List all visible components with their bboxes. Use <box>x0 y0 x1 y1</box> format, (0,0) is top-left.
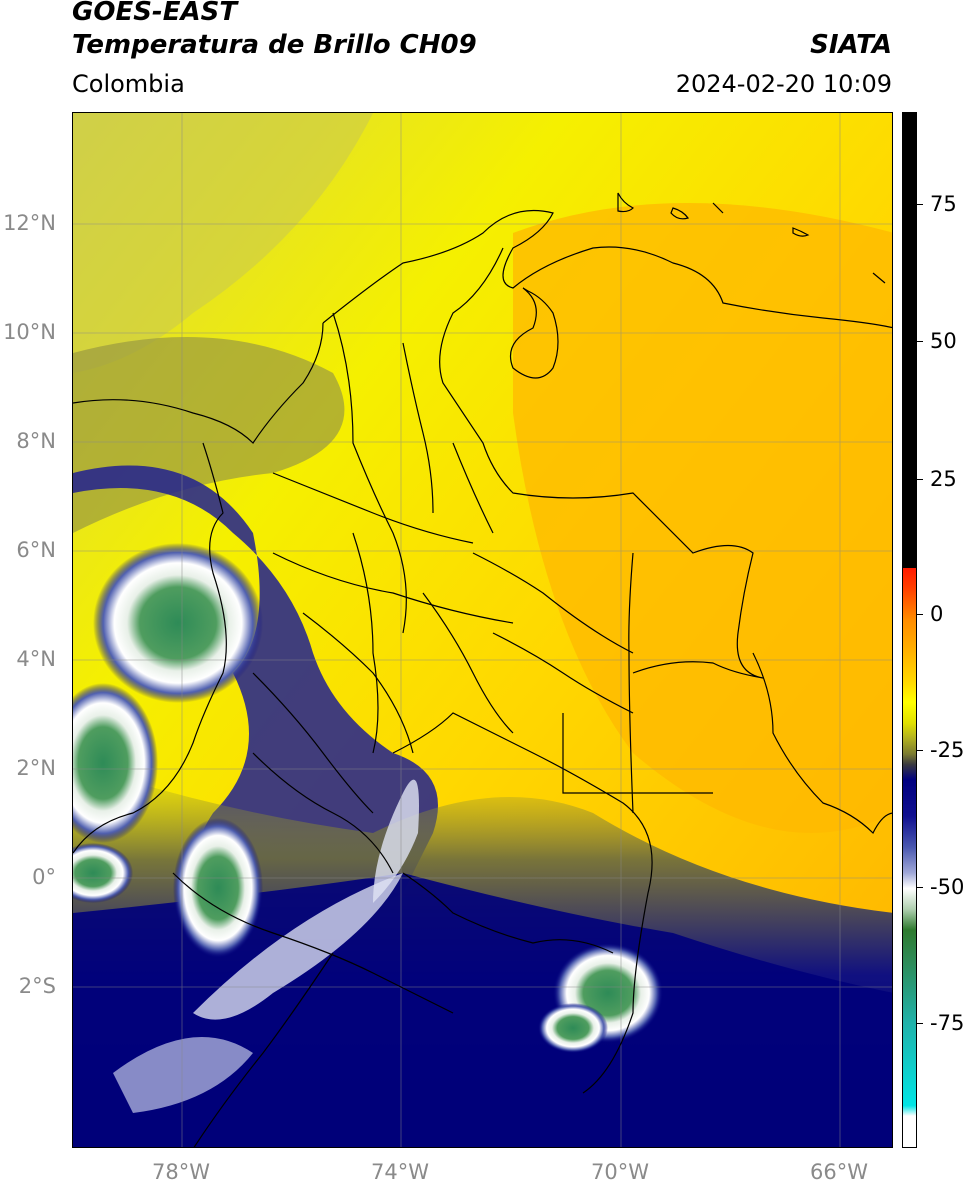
colorbar <box>902 112 917 1148</box>
datetime-label: 2024-02-20 10:09 <box>675 70 892 98</box>
lat-label-10N: 10°N <box>3 320 56 344</box>
lon-label-70W: 70°W <box>591 1160 649 1184</box>
colorbar-label-0: 0 <box>930 602 944 626</box>
lat-label-12N: 12°N <box>3 211 56 235</box>
lat-label-6N: 6°N <box>16 538 56 562</box>
lon-label-74W: 74°W <box>371 1160 429 1184</box>
lon-label-78W: 78°W <box>152 1160 210 1184</box>
lat-label-2S: 2°S <box>18 974 56 998</box>
lat-label-0: 0° <box>32 865 56 889</box>
lat-label-4N: 4°N <box>16 647 56 671</box>
colorbar-label-minus25: -25 <box>930 738 965 762</box>
colorbar-label-75: 75 <box>930 192 957 216</box>
satellite-map[interactable] <box>72 112 893 1148</box>
colorbar-label-minus75: -75 <box>930 1011 965 1035</box>
colorbar-label-50: 50 <box>930 329 957 353</box>
satellite-title: GOES-EAST <box>72 0 238 27</box>
borders <box>73 192 892 1147</box>
brightness-temperature-field <box>73 113 892 1147</box>
lat-label-2N: 2°N <box>16 756 56 780</box>
colorbar-tick <box>917 614 923 615</box>
lon-label-66W: 66°W <box>810 1160 868 1184</box>
region-label: Colombia <box>72 70 185 98</box>
colorbar-tick <box>917 750 923 751</box>
product-title: Temperatura de Brillo CH09 <box>72 30 477 60</box>
colorbar-label-25: 25 <box>930 467 957 491</box>
lat-label-8N: 8°N <box>16 429 56 453</box>
colorbar-tick <box>917 887 923 888</box>
colorbar-tick <box>917 341 923 342</box>
colorbar-label-minus50: -50 <box>930 875 965 899</box>
agency-label: SIATA <box>810 30 892 60</box>
colorbar-tick <box>917 1023 923 1024</box>
colorbar-tick <box>917 204 923 205</box>
colorbar-tick <box>917 479 923 480</box>
